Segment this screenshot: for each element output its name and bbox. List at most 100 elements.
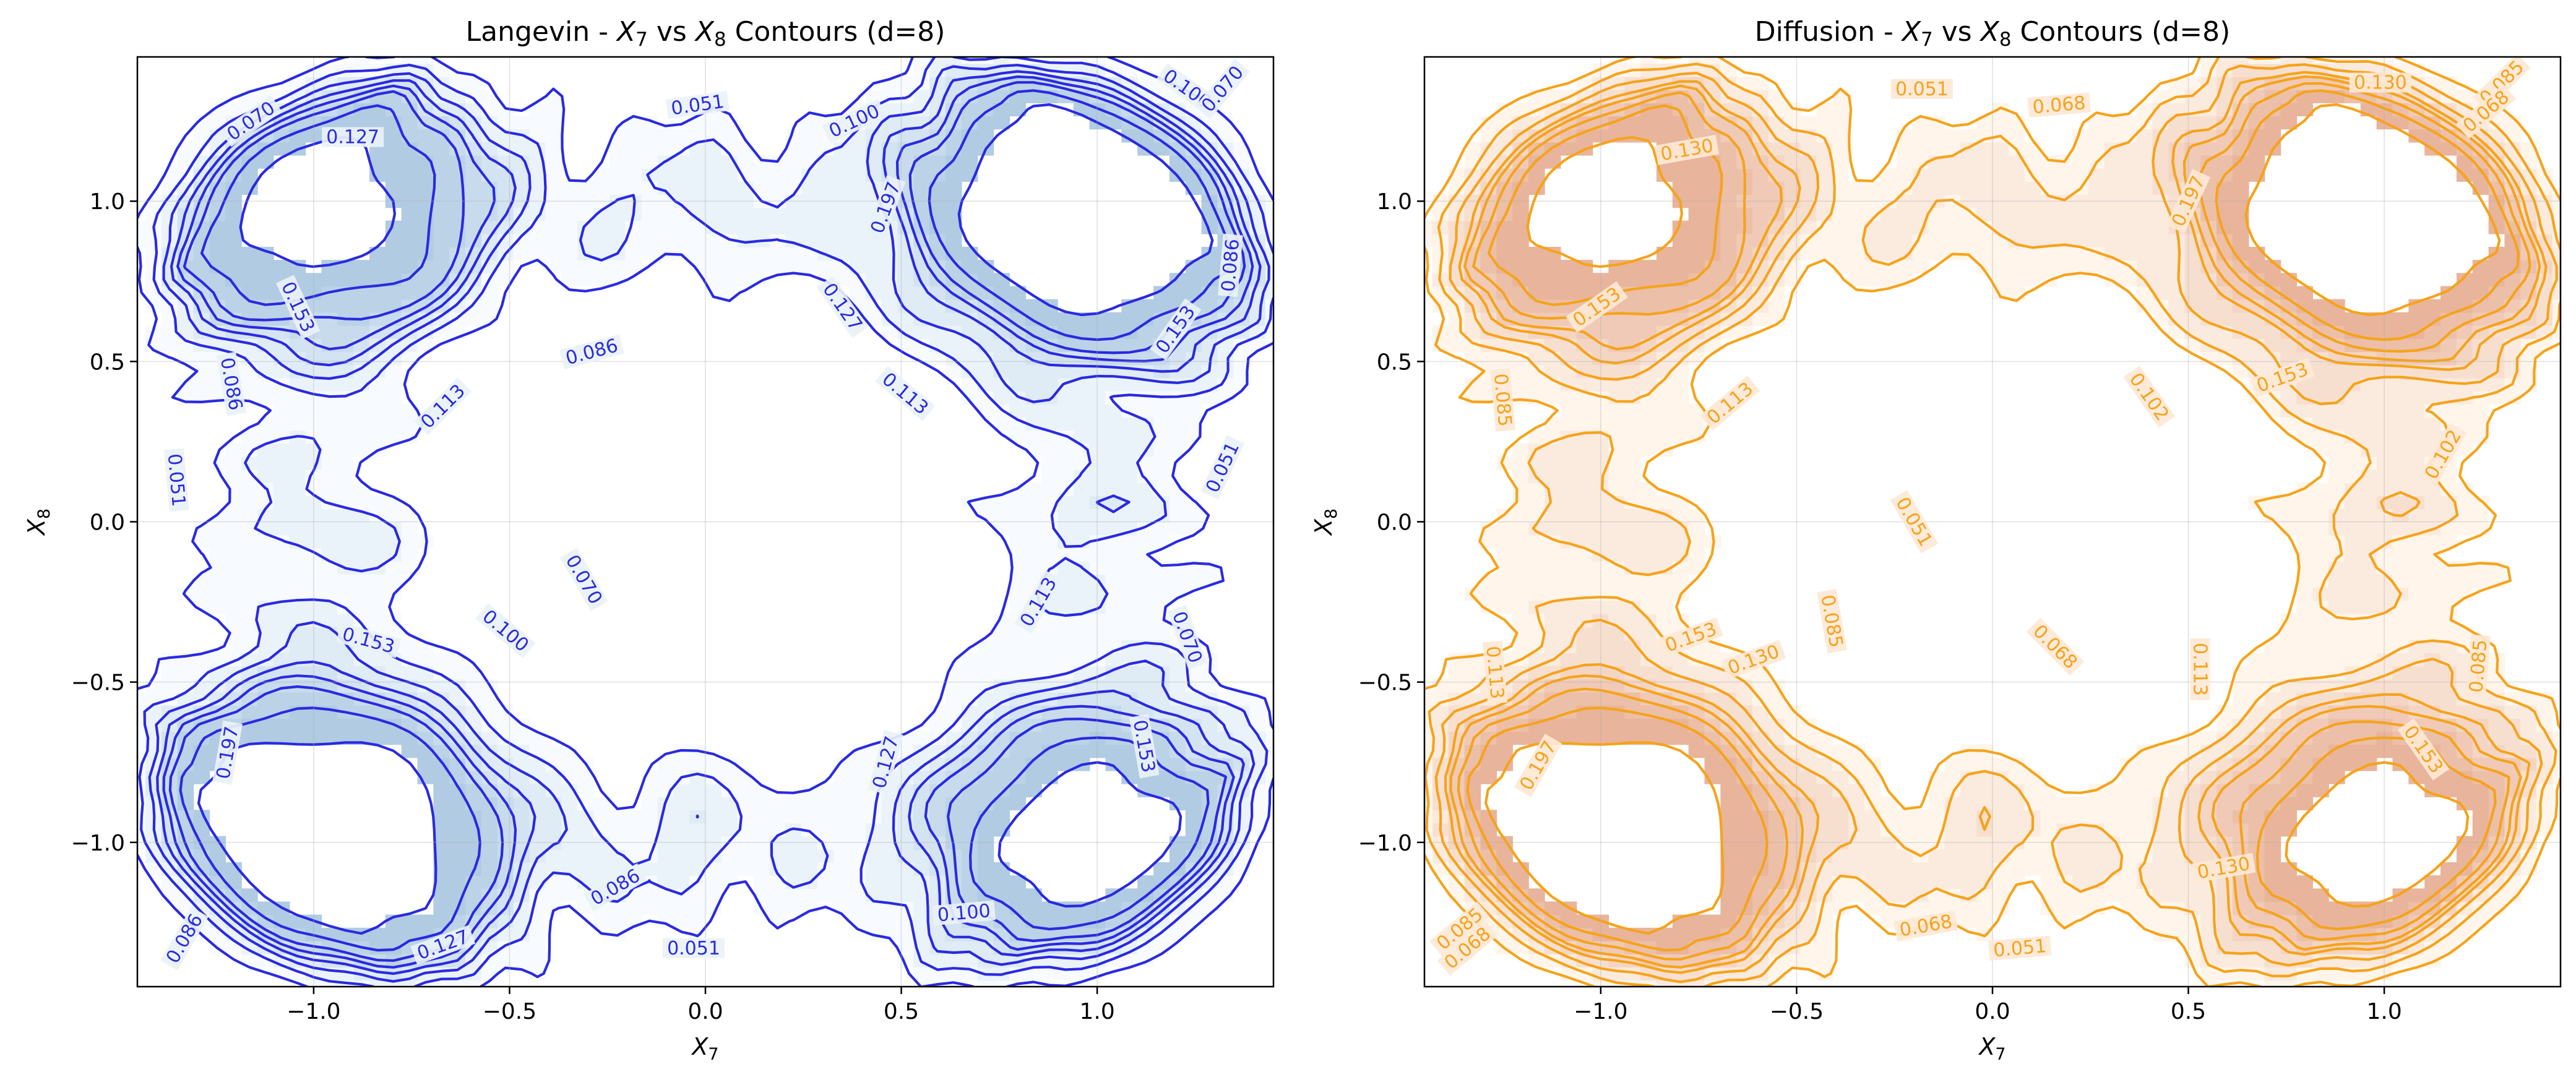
contour-fill-cell xyxy=(705,862,722,876)
contour-fill-cell xyxy=(1073,482,1090,496)
contour-fill-cell xyxy=(481,823,498,837)
contour-fill-cell xyxy=(2216,797,2233,811)
contour-fill-cell xyxy=(2408,403,2425,418)
contour-fill-cell xyxy=(449,862,466,876)
contour-fill-cell xyxy=(2104,849,2121,863)
contour-fill-cell xyxy=(433,207,450,221)
contour-fill-cell xyxy=(449,666,466,680)
contour-fill-cell xyxy=(2392,430,2410,444)
contour-fill-cell xyxy=(945,364,962,379)
contour-fill-cell xyxy=(1848,757,1865,771)
contour-fill-cell xyxy=(881,862,898,876)
contour-fill-cell xyxy=(513,783,530,797)
contour-fill-cell xyxy=(433,836,450,850)
contour-fill-cell xyxy=(2120,810,2137,824)
contour-fill-cell xyxy=(593,823,610,837)
contour-fill-cell xyxy=(2248,666,2265,680)
contour-fill-cell xyxy=(289,469,306,483)
contour-fill-cell xyxy=(1864,901,1881,916)
contour-fill-cell xyxy=(721,823,738,837)
contour-fill-cell xyxy=(545,168,562,182)
contour-fill-cell xyxy=(1544,508,1561,523)
contour-fill-cell xyxy=(369,299,386,313)
contour-fill-cell xyxy=(1169,783,1186,797)
contour-fill-cell xyxy=(2408,626,2425,640)
contour-fill-cell xyxy=(1960,233,1977,247)
contour-fill-cell xyxy=(641,129,658,143)
contour-fill-cell xyxy=(1432,744,1449,758)
contour-fill-cell xyxy=(1992,783,2009,797)
contour-fill-cell xyxy=(2168,273,2186,287)
contour-fill-cell xyxy=(2312,430,2329,444)
contour-fill-cell xyxy=(833,875,850,890)
contour-fill-cell xyxy=(289,561,306,575)
contour-fill-cell xyxy=(977,666,994,680)
contour-fill-cell xyxy=(257,273,274,287)
contour-fill-cell xyxy=(449,653,466,667)
contour-fill-cell xyxy=(577,862,594,876)
contour-fill-cell xyxy=(993,653,1010,667)
contour-fill-cell xyxy=(449,797,466,811)
contour-fill-cell xyxy=(2488,783,2505,797)
contour-fill-cell xyxy=(961,954,978,968)
contour-fill-cell xyxy=(481,757,498,771)
contour-fill-cell xyxy=(2360,495,2377,510)
contour-fill-cell xyxy=(1992,246,2009,260)
contour-fill-cell xyxy=(2264,692,2281,706)
contour-fill-cell xyxy=(865,260,882,274)
contour-fill-cell xyxy=(1025,744,1042,758)
contour-fill-cell xyxy=(1912,836,1929,850)
contour-fill-cell xyxy=(2472,574,2489,588)
contour-fill-cell xyxy=(273,692,290,706)
contour-fill-cell xyxy=(1608,417,1626,431)
x-axis-label-var: X xyxy=(691,1033,709,1060)
contour-fill-cell xyxy=(1009,534,1026,549)
contour-fill-cell xyxy=(2296,600,2313,614)
contour-fill-cell xyxy=(497,954,514,968)
contour-fill-cell xyxy=(225,260,242,274)
contour-fill-cell xyxy=(1656,260,1673,274)
contour-fill-cell xyxy=(897,888,914,903)
contour-fill-cell xyxy=(2472,521,2489,536)
contour-fill-cell xyxy=(1656,940,1673,954)
contour-fill-cell xyxy=(1041,443,1058,457)
contour-fill-cell xyxy=(753,168,770,182)
contour-fill-cell xyxy=(1736,875,1753,890)
contour-fill-cell xyxy=(865,862,882,876)
y-tick-label: −1.0 xyxy=(71,831,125,856)
contour-fill-cell xyxy=(401,547,418,562)
contour-fill-cell xyxy=(1480,351,1497,366)
title-part: X xyxy=(616,16,636,48)
contour-fill-cell xyxy=(1544,417,1561,431)
contour-fill-cell xyxy=(737,862,754,876)
contour-fill-cell xyxy=(385,155,402,169)
contour-fill-cell xyxy=(529,770,546,784)
contour-fill-cell xyxy=(945,862,962,876)
contour-fill-cell xyxy=(689,783,706,797)
contour-fill-cell xyxy=(2248,836,2265,850)
contour-fill-cell xyxy=(993,927,1010,941)
contour-fill-cell xyxy=(2040,220,2057,234)
contour-fill-cell xyxy=(449,836,466,850)
contour-fill-cell xyxy=(1137,600,1154,614)
contour-fill-cell xyxy=(2184,286,2201,300)
contour-fill-cell xyxy=(1185,273,1202,287)
contour-fill-cell xyxy=(2408,547,2425,562)
contour-fill-cell xyxy=(273,547,290,562)
contour-fill-cell xyxy=(401,207,418,221)
contour-fill-cell xyxy=(1976,888,1993,903)
contour-fill-cell xyxy=(1105,757,1122,771)
contour-fill-cell xyxy=(2328,417,2345,431)
contour-fill-cell xyxy=(1992,875,2009,890)
contour-fill-cell xyxy=(353,718,370,732)
contour-fill-cell xyxy=(1656,390,1673,405)
contour-fill-cell xyxy=(2392,653,2410,667)
contour-fill-cell xyxy=(225,103,242,117)
contour-fill-cell xyxy=(321,430,338,444)
contour-fill-cell xyxy=(1137,587,1154,601)
contour-fill-cell xyxy=(769,901,786,916)
contour-fill-cell xyxy=(561,744,578,758)
contour-fill-cell xyxy=(2312,534,2329,549)
contour-fill-cell xyxy=(753,875,770,890)
contour-fill-cell xyxy=(1073,508,1090,523)
